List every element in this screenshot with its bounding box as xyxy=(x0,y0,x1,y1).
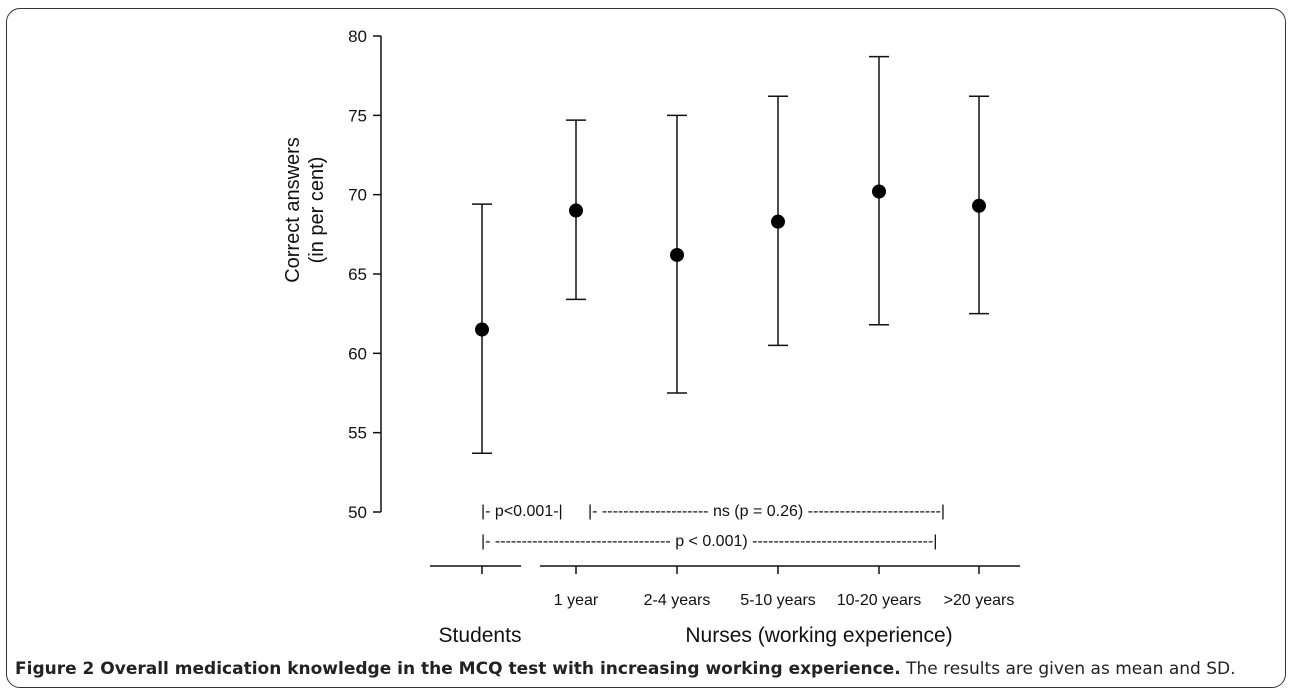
mean-marker xyxy=(872,184,886,199)
x-tick-label: 10-20 years xyxy=(837,592,922,609)
mean-marker xyxy=(569,203,583,218)
annotation-students-vs-1year: |- p<0.001-| xyxy=(481,503,563,520)
caption-title: Figure 2 Overall medication knowledge in… xyxy=(15,659,901,679)
figure-frame: 50 55 60 65 70 75 80 Correct answers (in per c… xyxy=(6,8,1286,688)
data-point-4 xyxy=(768,95,788,347)
data-point-6 xyxy=(969,95,989,315)
y-tick-label: 65 xyxy=(348,265,367,284)
data-point-3 xyxy=(667,114,687,394)
y-tick-label: 75 xyxy=(348,106,367,125)
data-point-1 xyxy=(472,203,492,455)
x-tick-label: >20 years xyxy=(944,592,1015,609)
annotation-overall: |- --------------------------------- p <… xyxy=(481,533,937,550)
mean-marker xyxy=(972,198,986,213)
y-axis-label-line2: (in per cent) xyxy=(306,157,328,264)
annotation-nurses-ns: |- -------------------- ns (p = 0.26) --… xyxy=(588,503,945,520)
mean-marker xyxy=(670,247,684,262)
group-label-nurses: Nurses (working experience) xyxy=(685,624,952,647)
axes: 50 55 60 65 70 75 80 xyxy=(348,27,1020,574)
mean-marker xyxy=(475,322,489,337)
y-tick-label: 60 xyxy=(348,344,367,363)
chart: 50 55 60 65 70 75 80 Correct answers (in per c… xyxy=(282,27,1020,647)
data-point-2 xyxy=(566,119,586,301)
mean-marker xyxy=(771,214,785,229)
y-tick-label: 55 xyxy=(348,424,367,443)
y-tick-label: 50 xyxy=(348,503,367,522)
figure-caption: Figure 2 Overall medication knowledge in… xyxy=(15,659,1236,679)
y-axis-label-line1: Correct answers xyxy=(282,137,304,283)
x-tick-label: 1 year xyxy=(554,592,599,609)
x-tick-label: 5-10 years xyxy=(740,592,816,609)
caption-text: The results are given as mean and SD. xyxy=(900,659,1236,679)
y-tick-label: 70 xyxy=(348,186,367,205)
data-point-5 xyxy=(869,55,889,326)
x-tick-label: 2-4 years xyxy=(644,592,711,609)
y-tick-label: 80 xyxy=(348,27,367,46)
group-label-students: Students xyxy=(439,624,522,647)
